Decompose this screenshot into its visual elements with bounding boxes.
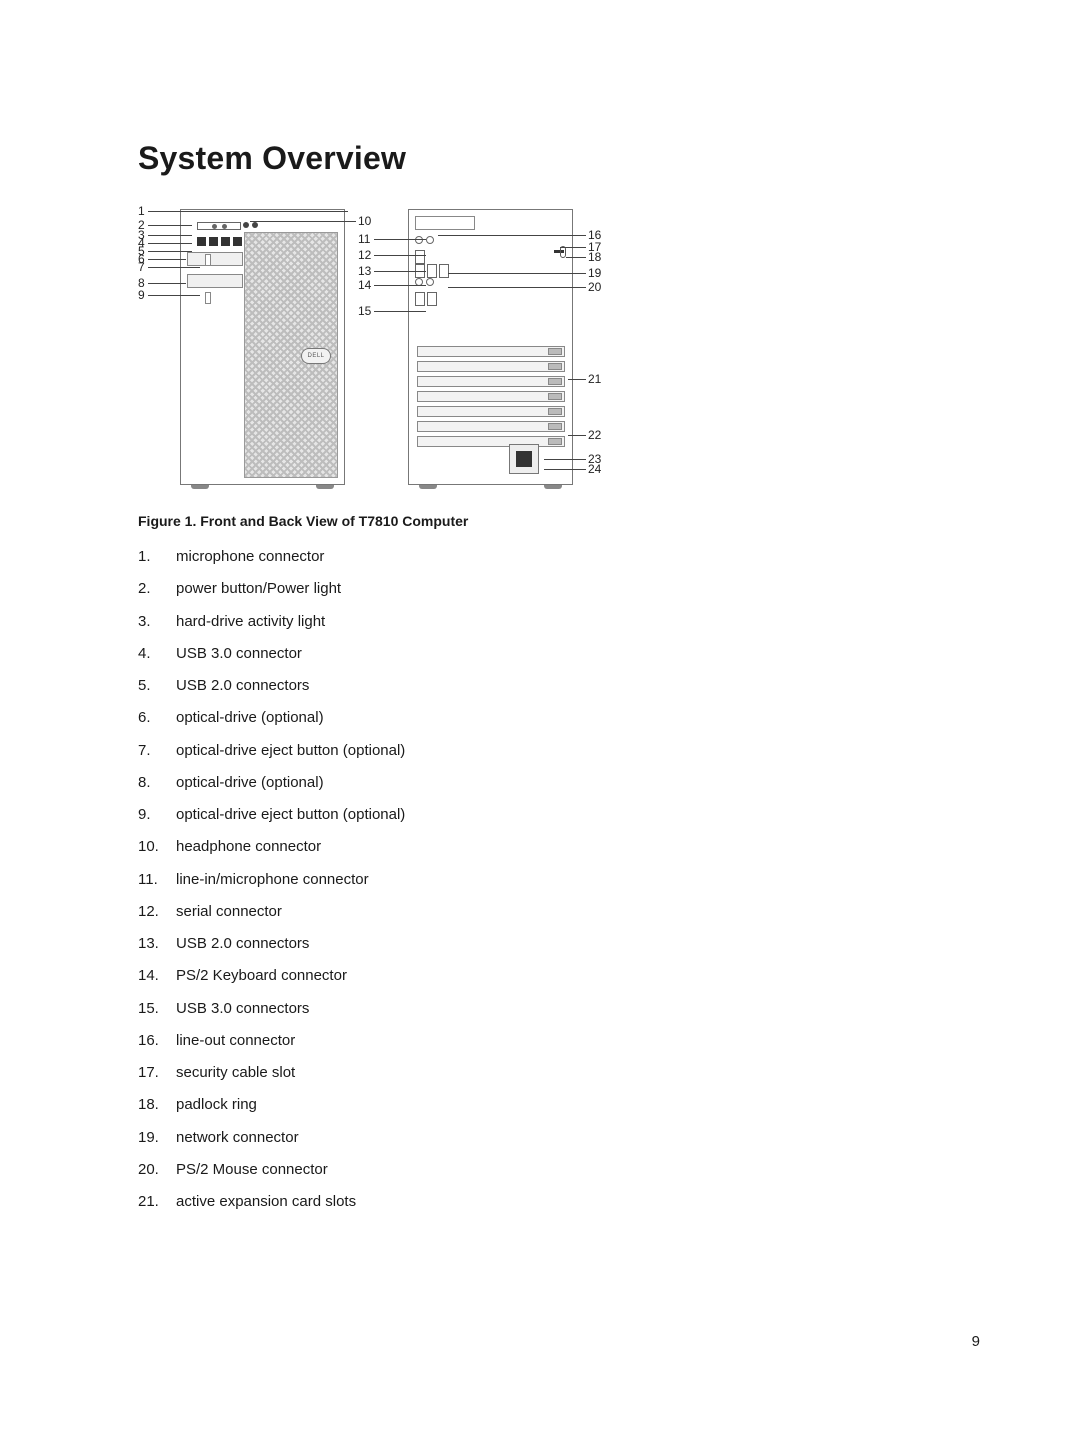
callout-22: 22: [588, 429, 601, 441]
list-item: 9.optical-drive eject button (optional): [138, 805, 942, 825]
eject-2: [205, 292, 211, 304]
list-item: 7.optical-drive eject button (optional): [138, 741, 942, 761]
list-item: 12.serial connector: [138, 902, 942, 922]
callout-19: 19: [588, 267, 601, 279]
callout-24: 24: [588, 463, 601, 475]
callout-10: 10: [358, 215, 371, 227]
front-top-buttons: [197, 222, 241, 230]
list-item: 16.line-out connector: [138, 1031, 942, 1051]
io-panel: [415, 236, 487, 346]
list-item: 13.USB 2.0 connectors: [138, 934, 942, 954]
front-usb-row: [197, 237, 247, 247]
expansion-slots: [417, 346, 565, 451]
list-item: 14.PS/2 Keyboard connector: [138, 966, 942, 986]
optical-bay-1: [187, 252, 243, 266]
front-tower: DELL: [180, 209, 345, 485]
list-item: 15.USB 3.0 connectors: [138, 999, 942, 1019]
callout-14: 14: [358, 279, 371, 291]
list-item: 2.power button/Power light: [138, 579, 942, 599]
figure-caption: Figure 1. Front and Back View of T7810 C…: [138, 513, 942, 529]
list-item: 20.PS/2 Mouse connector: [138, 1160, 942, 1180]
callout-18: 18: [588, 251, 601, 263]
psu-socket: [509, 444, 539, 474]
list-item: 6.optical-drive (optional): [138, 708, 942, 728]
callout-7: 7: [138, 261, 145, 273]
callout-20: 20: [588, 281, 601, 293]
callout-13: 13: [358, 265, 371, 277]
list-item: 10.headphone connector: [138, 837, 942, 857]
callout-15: 15: [358, 305, 371, 317]
eject-1: [205, 254, 211, 266]
callout-11: 11: [358, 233, 370, 245]
list-item: 11.line-in/microphone connector: [138, 870, 942, 890]
list-item: 3.hard-drive activity light: [138, 612, 942, 632]
list-item: 19.network connector: [138, 1128, 942, 1148]
parts-list: 1.microphone connector 2.power button/Po…: [138, 547, 942, 1212]
list-item: 1.microphone connector: [138, 547, 942, 567]
back-top-vent: [415, 216, 475, 230]
back-tower: [408, 209, 573, 485]
page-title: System Overview: [138, 140, 942, 177]
dell-badge: DELL: [301, 348, 331, 364]
callout-9: 9: [138, 289, 145, 301]
list-item: 21.active expansion card slots: [138, 1192, 942, 1212]
callout-12: 12: [358, 249, 371, 261]
list-item: 5.USB 2.0 connectors: [138, 676, 942, 696]
page-number: 9: [972, 1333, 980, 1350]
figure-diagram: DELL: [138, 201, 738, 491]
list-item: 17.security cable slot: [138, 1063, 942, 1083]
callout-1: 1: [138, 205, 145, 217]
list-item: 8.optical-drive (optional): [138, 773, 942, 793]
optical-bay-2: [187, 274, 243, 288]
list-item: 4.USB 3.0 connector: [138, 644, 942, 664]
list-item: 18.padlock ring: [138, 1095, 942, 1115]
callout-21: 21: [588, 373, 601, 385]
front-top-dots: [243, 222, 249, 228]
